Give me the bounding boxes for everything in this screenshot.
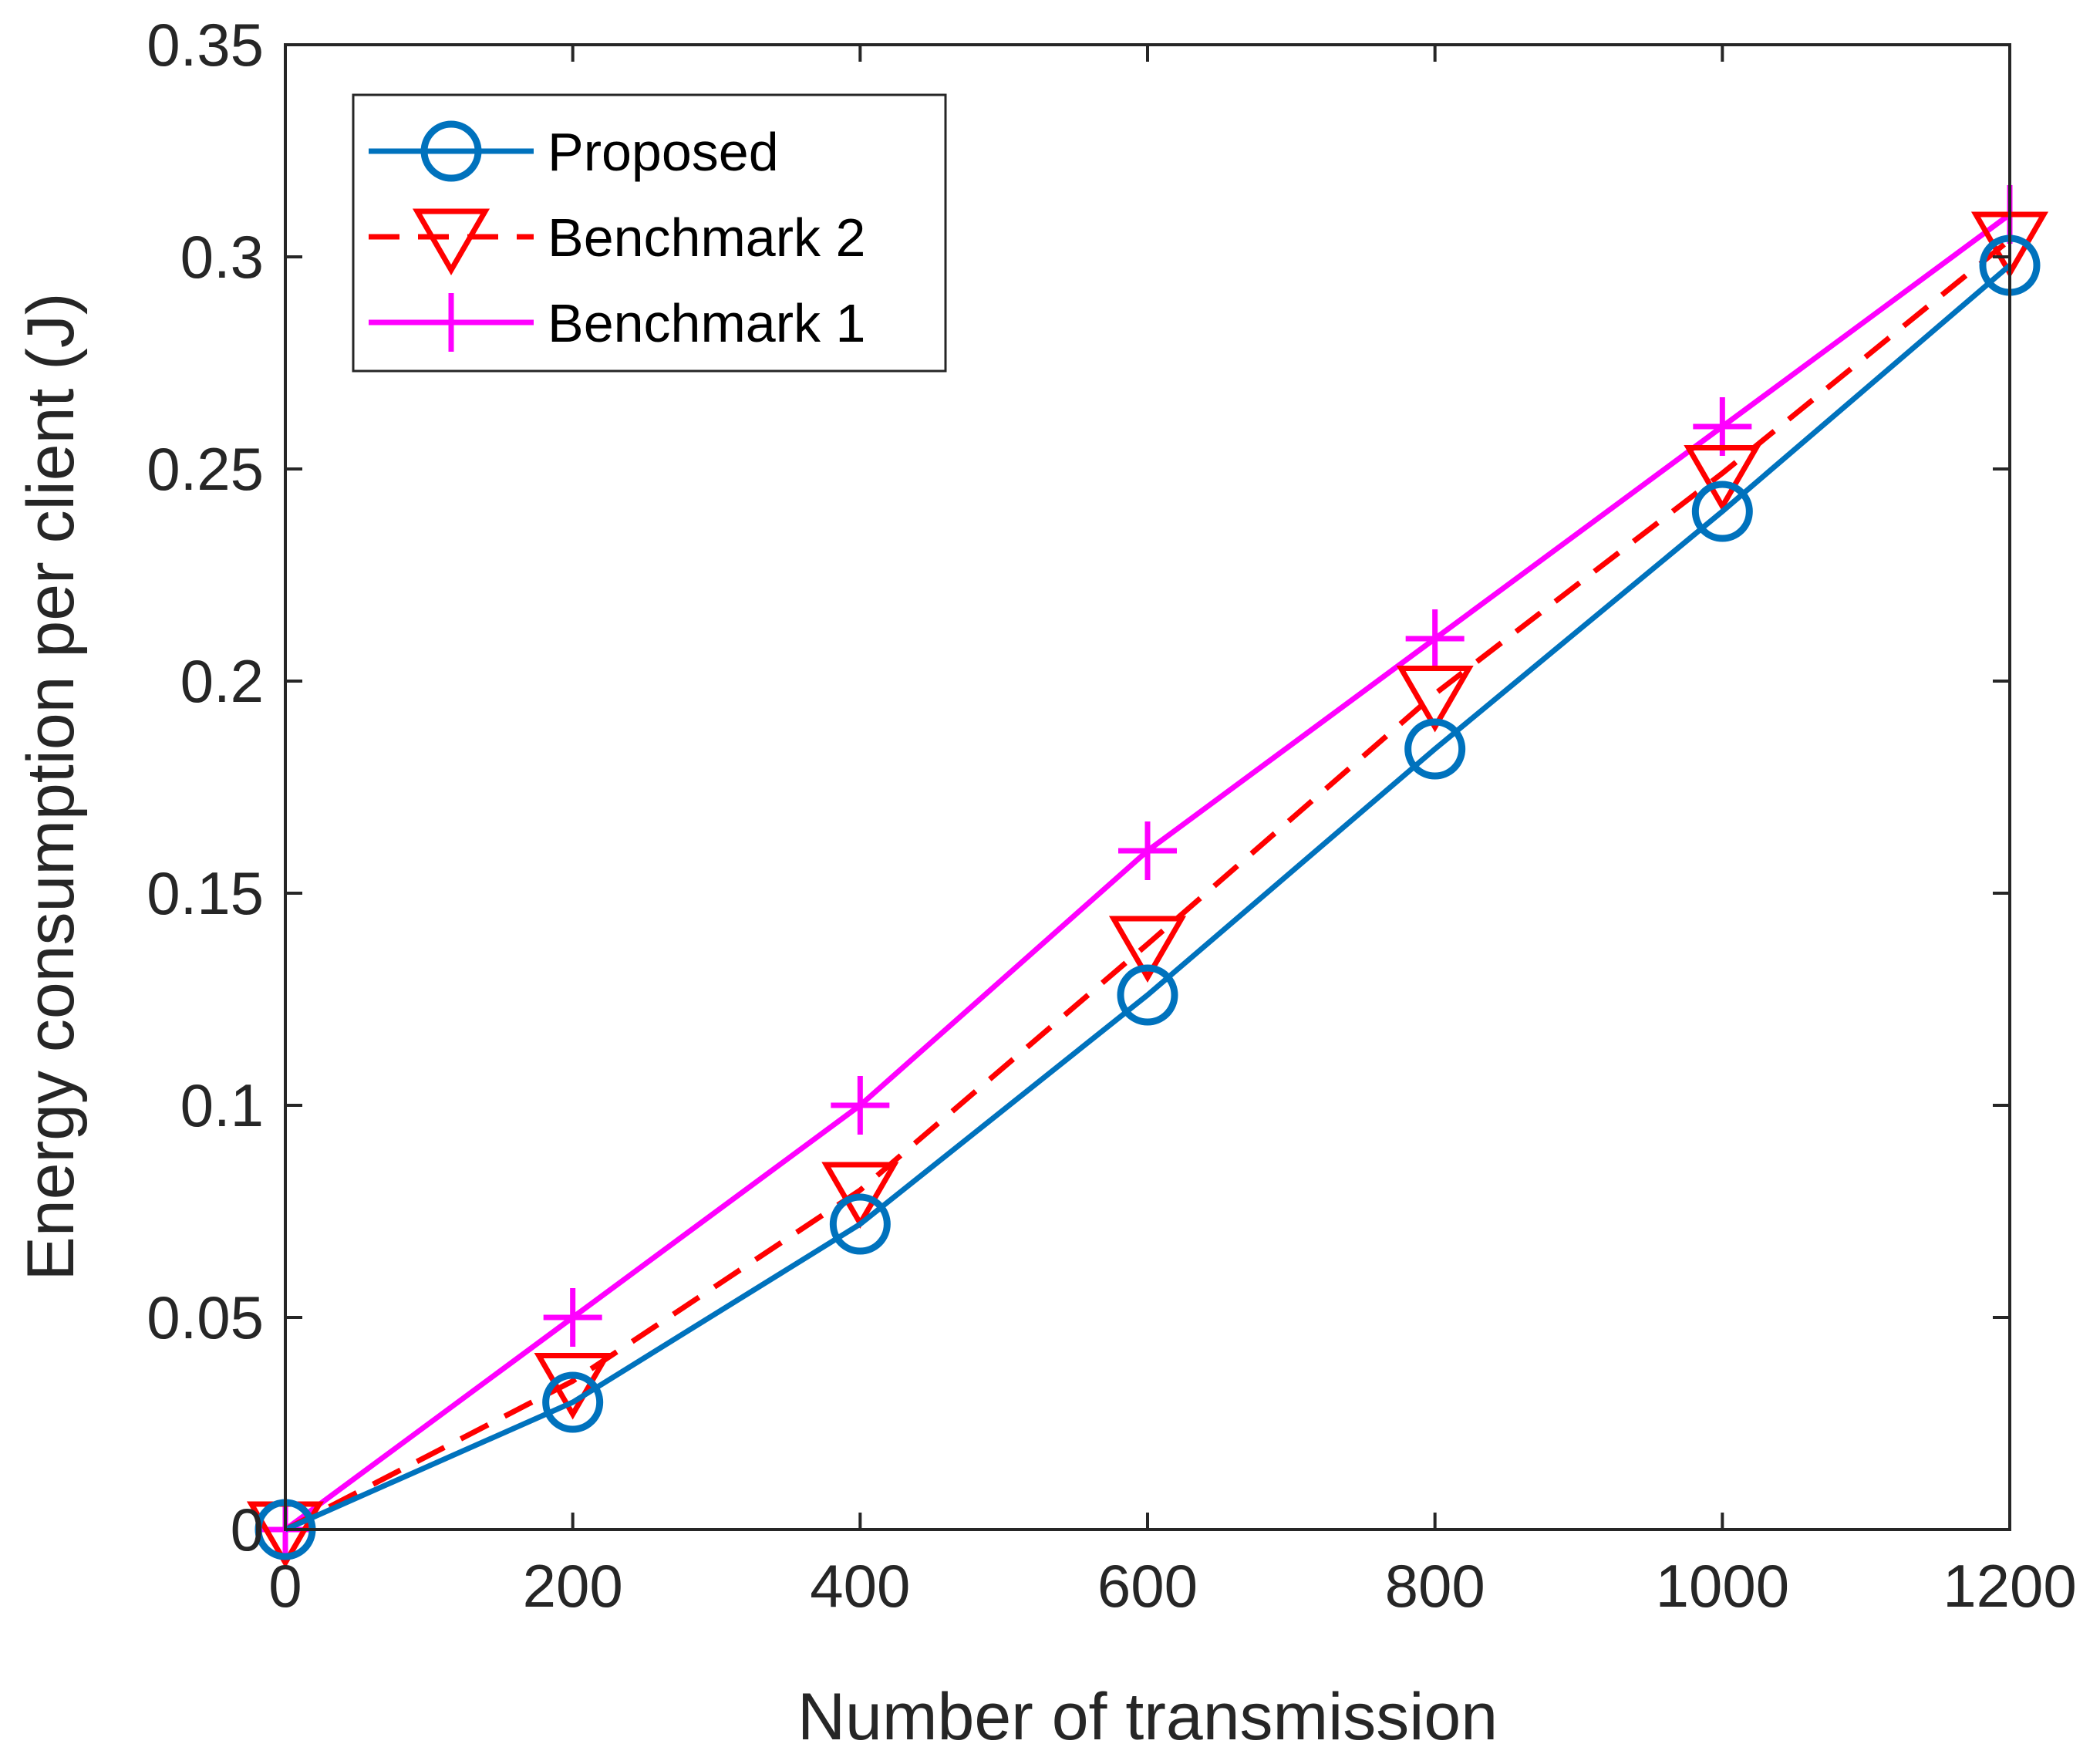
legend-label: Proposed xyxy=(548,122,779,182)
data-point xyxy=(1405,609,1465,668)
y-tick-label-1: 0.05 xyxy=(147,1283,264,1351)
series-benchmark-2 xyxy=(246,211,2049,1568)
x-tick-label-4: 800 xyxy=(1385,1552,1485,1620)
y-tick-label-6: 0.3 xyxy=(180,223,264,291)
x-axis-title: Number of transmission xyxy=(797,1680,1498,1754)
legend-label: Benchmark 2 xyxy=(548,207,865,268)
legend-entry-2: Benchmark 1 xyxy=(369,293,865,353)
x-tick-label-1: 200 xyxy=(523,1552,623,1620)
data-point xyxy=(1117,964,1178,1026)
x-tick-label-5: 1000 xyxy=(1656,1552,1790,1620)
series-proposed xyxy=(254,234,2041,1560)
data-point xyxy=(829,1193,891,1255)
y-tick-label-5: 0.25 xyxy=(147,435,264,503)
legend-entry-0: Proposed xyxy=(369,120,779,182)
series-line xyxy=(284,263,2012,1533)
legend-marker xyxy=(412,208,490,275)
data-point xyxy=(542,1371,604,1433)
data-point xyxy=(1691,481,1753,542)
series-line xyxy=(284,238,2012,1533)
y-tick-label-4: 0.2 xyxy=(180,647,264,715)
data-point xyxy=(1684,445,1761,512)
legend-marker xyxy=(422,293,480,352)
y-tick-label-3: 0.15 xyxy=(147,859,264,927)
legend-marker xyxy=(420,120,482,182)
legend-entry-1: Benchmark 2 xyxy=(369,207,865,275)
data-point xyxy=(831,1076,890,1135)
legend: Proposed Benchmark 2 Benchmark 1 xyxy=(352,93,947,373)
x-tick-label-6: 1200 xyxy=(1943,1552,2077,1620)
legend-entries: Proposed Benchmark 2 Benchmark 1 xyxy=(369,120,865,353)
data-point xyxy=(1108,916,1187,983)
x-tick-label-0: 0 xyxy=(268,1552,302,1620)
tick-labels-layer: 0 200 400 600 800 1000 1200 0 0.05 0.1 0.15 0.2 0.25… xyxy=(147,11,2077,1620)
y-tick-label-2: 0.1 xyxy=(180,1071,264,1139)
data-point xyxy=(1118,821,1177,880)
y-axis-title: Energy consumption per client (J) xyxy=(14,292,88,1280)
data-point xyxy=(821,1162,899,1229)
x-tick-label-2: 400 xyxy=(810,1552,910,1620)
x-tick-label-3: 600 xyxy=(1097,1552,1198,1620)
y-tick-label-0: 0 xyxy=(231,1496,264,1563)
data-point xyxy=(1404,718,1466,780)
legend-label: Benchmark 1 xyxy=(548,293,865,353)
ticks-layer xyxy=(284,43,2011,1531)
data-point xyxy=(1396,666,1474,733)
data-point xyxy=(543,1288,602,1347)
y-tick-label-7: 0.35 xyxy=(147,11,264,79)
series-layer xyxy=(246,185,2049,1568)
